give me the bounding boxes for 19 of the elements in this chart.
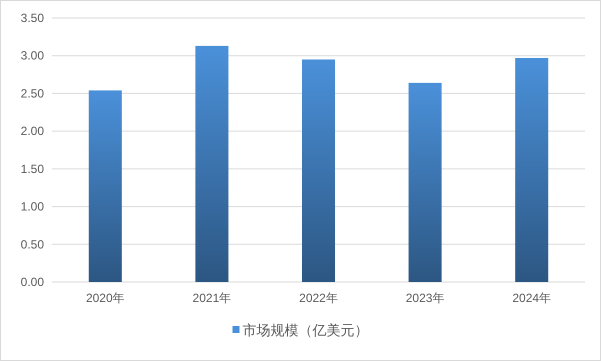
x-tick-label: 2024年 — [512, 291, 552, 305]
bar — [88, 90, 122, 282]
y-tick-label: 0.00 — [20, 275, 44, 289]
bar — [195, 46, 228, 282]
y-tick-label: 2.00 — [20, 124, 44, 138]
y-tick-label: 1.50 — [20, 162, 44, 176]
y-tick-label: 1.00 — [20, 200, 44, 214]
y-tick-label: 3.50 — [20, 11, 44, 25]
x-tick-label: 2020年 — [86, 291, 125, 305]
x-tick-label: 2021年 — [192, 291, 232, 305]
bar — [515, 58, 548, 282]
y-tick-label: 2.50 — [20, 86, 44, 100]
y-tick-label: 3.00 — [20, 48, 44, 63]
y-tick-label: 0.50 — [20, 237, 44, 252]
x-tick-label: 2022年 — [299, 291, 338, 305]
x-tick-label: 2023年 — [406, 291, 444, 305]
bar — [408, 82, 442, 282]
bar — [302, 59, 336, 282]
legend-label: 市场规模（亿美元） — [242, 322, 368, 338]
